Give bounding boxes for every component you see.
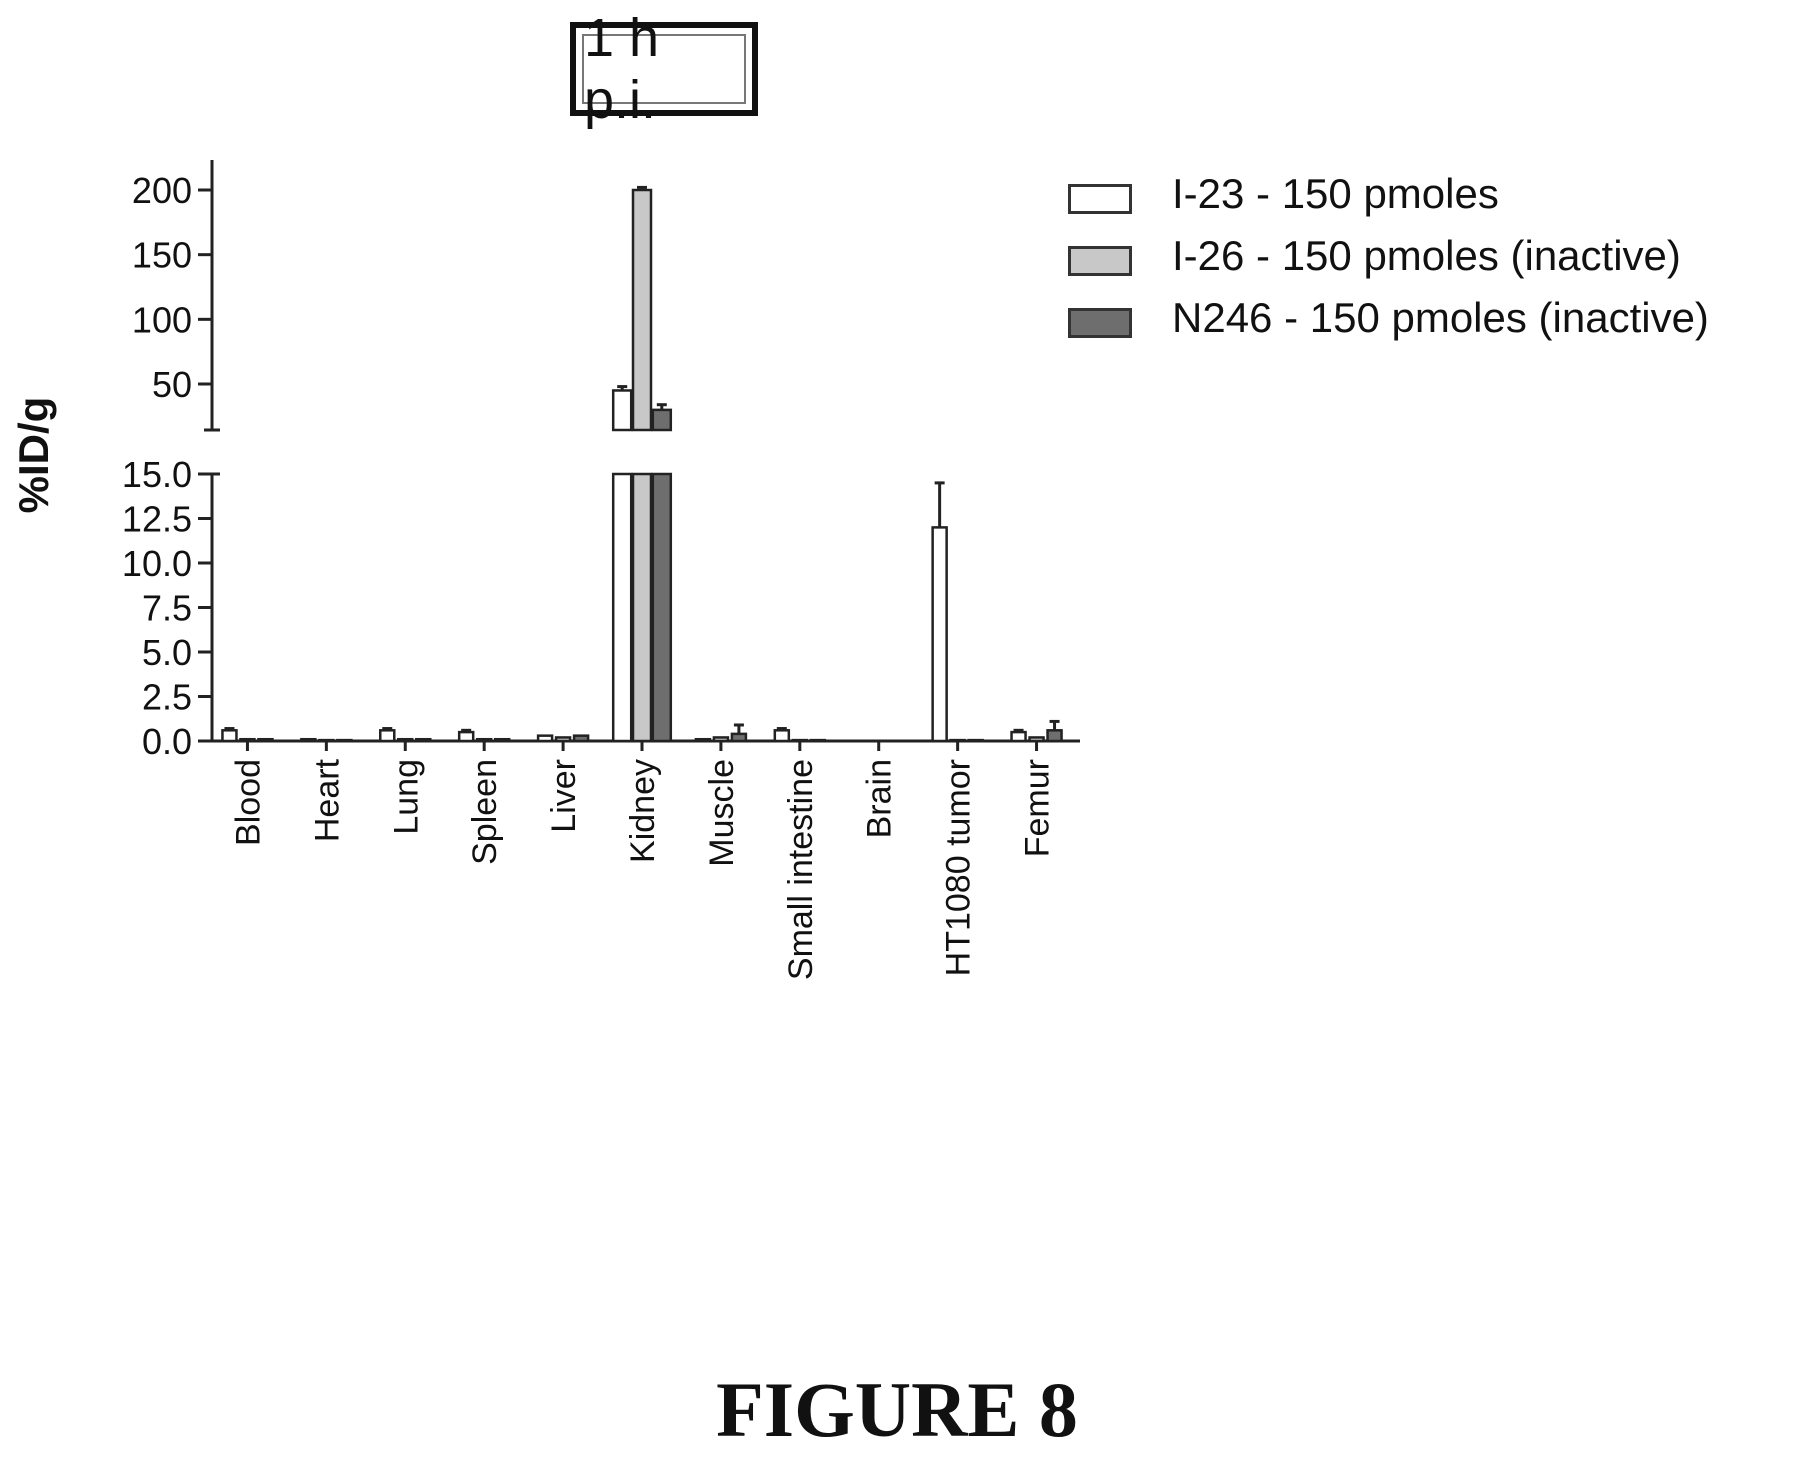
y-tick-label-upper: 150 bbox=[132, 235, 192, 276]
bar bbox=[536, 734, 554, 743]
legend-swatch-n246 bbox=[1068, 308, 1132, 338]
x-tick-label: Small intestine bbox=[782, 759, 820, 980]
y-tick-label-lower: 10.0 bbox=[122, 543, 192, 584]
bar bbox=[379, 729, 396, 743]
bar bbox=[415, 737, 432, 743]
bar bbox=[712, 736, 730, 743]
bar bbox=[318, 738, 335, 743]
bar-upper-segment bbox=[611, 389, 633, 432]
y-tick-label-upper: 200 bbox=[132, 170, 192, 211]
bar bbox=[730, 732, 748, 743]
bar bbox=[809, 738, 827, 743]
bar bbox=[791, 738, 809, 743]
y-tick-label-lower: 12.5 bbox=[122, 499, 192, 540]
legend-label-i26: I-26 - 150 pmoles (inactive) bbox=[1172, 232, 1681, 279]
bar bbox=[1010, 730, 1027, 743]
x-tick-label: Spleen bbox=[466, 759, 504, 865]
y-tick-label-lower: 5.0 bbox=[142, 632, 192, 673]
bar bbox=[651, 472, 673, 743]
bar bbox=[257, 737, 274, 743]
bar bbox=[611, 472, 633, 743]
bar bbox=[949, 738, 966, 743]
bar bbox=[457, 730, 475, 743]
bar bbox=[931, 526, 948, 743]
bar-upper-segment bbox=[651, 408, 673, 432]
legend-swatch-i23 bbox=[1068, 184, 1132, 214]
x-tick-label: HT1080 tumor bbox=[940, 759, 978, 976]
legend-swatch-i26 bbox=[1068, 246, 1132, 276]
chart-title-box: 1 h p.i. bbox=[570, 8, 758, 130]
bar bbox=[773, 729, 791, 743]
x-tick-label: Heart bbox=[308, 758, 346, 842]
legend-label-i23: I-23 - 150 pmoles bbox=[1172, 170, 1499, 217]
legend-item-i23: I-23 - 150 pmoles bbox=[1068, 170, 1788, 220]
bar-upper-segment bbox=[631, 188, 653, 432]
legend-item-n246: N246 - 150 pmoles (inactive) bbox=[1068, 294, 1788, 344]
bar bbox=[336, 738, 353, 743]
x-tick-label: Blood bbox=[229, 759, 267, 846]
bar bbox=[967, 738, 984, 743]
x-tick-label: Muscle bbox=[703, 759, 741, 867]
x-tick-label: Brain bbox=[861, 759, 899, 838]
legend-item-i26: I-26 - 150 pmoles (inactive) bbox=[1068, 232, 1788, 282]
chart-title: 1 h p.i. bbox=[582, 8, 746, 130]
x-tick-label: Liver bbox=[545, 759, 583, 833]
y-tick-label-lower: 15.0 bbox=[122, 454, 192, 495]
bar bbox=[554, 736, 572, 743]
y-tick-label-lower: 7.5 bbox=[142, 588, 192, 629]
bar bbox=[221, 729, 238, 743]
legend-label-n246: N246 - 150 pmoles (inactive) bbox=[1172, 294, 1709, 341]
bar bbox=[1028, 736, 1045, 743]
bar bbox=[397, 737, 414, 743]
y-tick-label-lower: 2.5 bbox=[142, 677, 192, 718]
bar bbox=[300, 737, 317, 743]
bar bbox=[1046, 729, 1063, 743]
bar bbox=[493, 737, 511, 743]
bar bbox=[572, 734, 590, 743]
y-tick-label-lower: 0.0 bbox=[142, 721, 192, 762]
x-tick-label: Kidney bbox=[624, 759, 662, 863]
bar bbox=[694, 737, 712, 743]
y-tick-label-upper: 100 bbox=[132, 299, 192, 340]
bar bbox=[475, 737, 493, 743]
x-tick-label: Lung bbox=[387, 759, 425, 835]
bar bbox=[239, 737, 256, 743]
y-tick-label-upper: 50 bbox=[152, 364, 192, 405]
figure-label: FIGURE 8 bbox=[716, 1366, 1078, 1453]
x-tick-label: Femur bbox=[1019, 759, 1057, 857]
bar bbox=[631, 472, 653, 743]
